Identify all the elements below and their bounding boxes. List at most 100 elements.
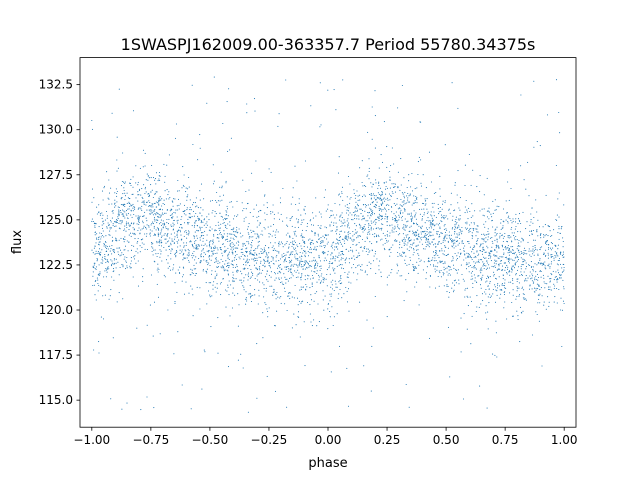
data-point xyxy=(346,204,348,206)
data-point xyxy=(346,220,348,222)
data-point xyxy=(473,261,475,263)
data-point xyxy=(111,203,113,205)
data-point xyxy=(417,161,419,163)
data-point xyxy=(256,397,258,399)
data-point xyxy=(152,242,154,244)
data-point xyxy=(320,275,322,277)
data-point xyxy=(211,228,213,230)
data-point xyxy=(157,252,159,255)
data-point xyxy=(317,238,320,240)
data-point xyxy=(403,224,405,226)
data-point xyxy=(410,186,412,188)
data-point xyxy=(523,289,525,291)
data-point xyxy=(340,220,342,222)
data-point xyxy=(247,274,249,276)
data-point xyxy=(368,224,370,226)
data-point xyxy=(149,229,151,231)
data-point xyxy=(483,208,485,210)
data-point xyxy=(195,197,197,199)
data-point xyxy=(268,233,270,235)
data-point xyxy=(399,211,401,213)
data-point xyxy=(178,190,180,192)
data-point xyxy=(98,238,100,241)
data-point xyxy=(142,227,145,229)
data-point xyxy=(319,82,321,84)
data-point xyxy=(413,267,415,269)
data-point xyxy=(364,246,366,248)
data-point xyxy=(452,255,454,258)
data-point xyxy=(177,242,179,244)
data-point xyxy=(506,247,508,249)
data-point xyxy=(270,171,272,173)
data-point xyxy=(140,194,142,196)
data-point xyxy=(114,206,116,208)
data-point xyxy=(141,242,143,244)
data-point xyxy=(435,216,437,218)
data-point xyxy=(224,217,226,219)
data-point xyxy=(98,236,100,238)
data-point xyxy=(222,255,224,257)
data-point xyxy=(131,216,133,218)
data-point xyxy=(531,277,533,279)
data-point xyxy=(433,229,435,231)
data-point xyxy=(96,213,98,215)
data-point xyxy=(217,262,219,264)
data-point xyxy=(414,188,416,190)
data-point xyxy=(456,269,458,271)
data-point xyxy=(302,286,305,288)
data-point xyxy=(253,230,255,232)
data-point xyxy=(283,283,285,285)
data-point xyxy=(501,284,503,286)
data-point xyxy=(469,210,471,213)
data-point xyxy=(535,278,537,281)
data-point xyxy=(284,266,286,268)
data-point xyxy=(170,209,172,211)
data-point xyxy=(128,234,130,236)
data-point xyxy=(227,247,229,249)
data-point xyxy=(106,260,108,262)
data-point xyxy=(318,254,320,256)
data-point xyxy=(341,186,344,188)
data-point xyxy=(309,287,311,289)
data-point xyxy=(562,279,564,281)
data-point xyxy=(191,288,193,290)
data-point xyxy=(430,235,432,237)
data-point xyxy=(225,306,227,308)
data-point xyxy=(375,182,377,184)
data-point xyxy=(274,271,276,274)
data-point xyxy=(483,194,485,196)
data-point xyxy=(138,189,141,192)
data-point xyxy=(429,243,432,245)
data-point xyxy=(468,241,470,243)
data-point xyxy=(523,271,525,273)
data-point xyxy=(411,219,413,222)
data-point xyxy=(542,274,544,276)
data-point xyxy=(91,220,93,222)
data-point xyxy=(413,195,415,197)
data-point xyxy=(223,268,225,270)
data-point xyxy=(238,256,240,258)
data-point xyxy=(531,207,533,209)
data-point xyxy=(174,252,177,254)
data-point xyxy=(558,288,560,291)
data-point xyxy=(239,258,241,260)
data-point xyxy=(214,252,216,255)
data-point xyxy=(202,270,204,272)
data-point xyxy=(252,274,254,276)
data-point xyxy=(105,210,108,213)
data-point xyxy=(335,283,337,285)
data-point xyxy=(146,209,148,211)
data-point xyxy=(199,227,201,229)
data-point xyxy=(194,241,196,243)
data-point xyxy=(373,213,376,215)
data-point xyxy=(533,281,535,283)
data-point xyxy=(454,223,456,225)
data-point xyxy=(170,217,173,219)
data-point xyxy=(168,198,170,200)
data-point xyxy=(192,143,194,146)
data-point xyxy=(518,282,520,284)
data-point xyxy=(270,276,272,278)
data-point xyxy=(454,242,456,244)
data-point xyxy=(414,233,416,235)
data-point xyxy=(170,252,172,254)
